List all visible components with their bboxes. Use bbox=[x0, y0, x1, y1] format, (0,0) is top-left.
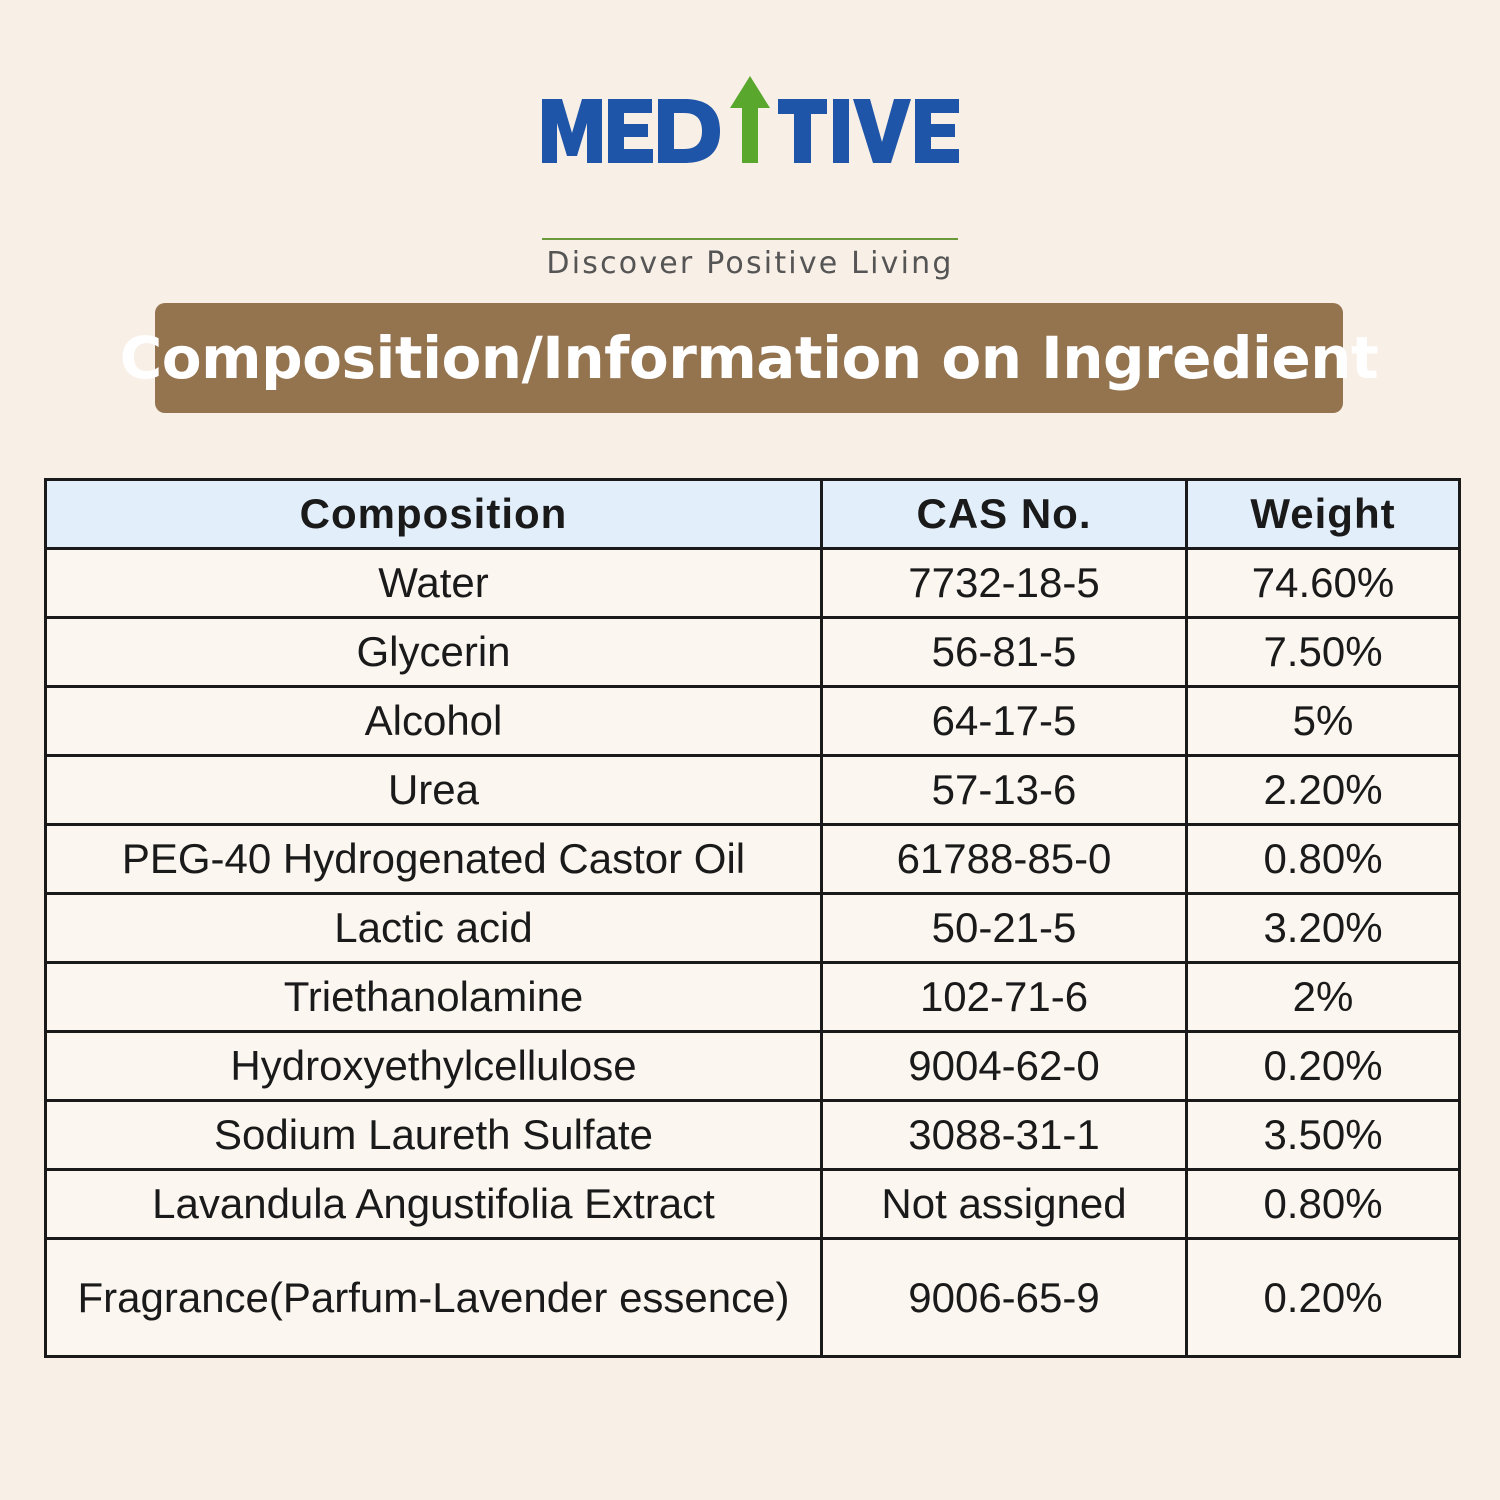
table-row: Urea 57-13-6 2.20% bbox=[44, 754, 1461, 826]
weight-cell: 5% bbox=[1185, 685, 1461, 757]
brand-tagline: Discover Positive Living bbox=[546, 246, 954, 281]
weight-cell: 7.50% bbox=[1185, 616, 1461, 688]
brand-logo: Discover Positive Living bbox=[540, 70, 960, 281]
weight-cell: 74.60% bbox=[1185, 547, 1461, 619]
weight-cell: 2% bbox=[1185, 961, 1461, 1033]
cas-cell: 56-81-5 bbox=[820, 616, 1188, 688]
composition-cell: PEG-40 Hydrogenated Castor Oil bbox=[44, 823, 823, 895]
weight-cell: 3.50% bbox=[1185, 1099, 1461, 1171]
cas-cell: 3088-31-1 bbox=[820, 1099, 1188, 1171]
column-header-weight: Weight bbox=[1185, 478, 1461, 550]
cas-cell: 9006-65-9 bbox=[820, 1237, 1188, 1358]
table-row: Sodium Laureth Sulfate 3088-31-1 3.50% bbox=[44, 1099, 1461, 1171]
table-header-row: Composition CAS No. Weight bbox=[44, 478, 1461, 550]
cas-cell: 61788-85-0 bbox=[820, 823, 1188, 895]
composition-cell: Water bbox=[44, 547, 823, 619]
title-banner: Composition/Information on Ingredient bbox=[120, 303, 1379, 413]
cas-cell: 64-17-5 bbox=[820, 685, 1188, 757]
composition-cell: Triethanolamine bbox=[44, 961, 823, 1033]
cas-cell: 50-21-5 bbox=[820, 892, 1188, 964]
column-header-composition: Composition bbox=[44, 478, 823, 550]
logo-divider bbox=[542, 238, 958, 240]
weight-cell: 0.20% bbox=[1185, 1030, 1461, 1102]
composition-cell: Fragrance(Parfum-Lavender essence) bbox=[44, 1237, 823, 1358]
weight-cell: 3.20% bbox=[1185, 892, 1461, 964]
composition-cell: Glycerin bbox=[44, 616, 823, 688]
table-row: PEG-40 Hydrogenated Castor Oil 61788-85-… bbox=[44, 823, 1461, 895]
table-row: Lavandula Angustifolia Extract Not assig… bbox=[44, 1168, 1461, 1240]
composition-cell: Lavandula Angustifolia Extract bbox=[44, 1168, 823, 1240]
composition-cell: Urea bbox=[44, 754, 823, 826]
cas-cell: 102-71-6 bbox=[820, 961, 1188, 1033]
cas-cell: Not assigned bbox=[820, 1168, 1188, 1240]
ingredients-table-container: Composition CAS No. Weight Water 7732-18… bbox=[44, 478, 1461, 1358]
cas-cell: 7732-18-5 bbox=[820, 547, 1188, 619]
meditive-wordmark bbox=[542, 76, 959, 163]
up-arrow-icon bbox=[730, 76, 770, 163]
weight-cell: 0.80% bbox=[1185, 1168, 1461, 1240]
cas-cell: 57-13-6 bbox=[820, 754, 1188, 826]
composition-cell: Hydroxyethylcellulose bbox=[44, 1030, 823, 1102]
table-row: Hydroxyethylcellulose 9004-62-0 0.20% bbox=[44, 1030, 1461, 1102]
table-row: Glycerin 56-81-5 7.50% bbox=[44, 616, 1461, 688]
page-title: Composition/Information on Ingredient bbox=[119, 324, 1379, 392]
column-header-cas-no: CAS No. bbox=[820, 478, 1188, 550]
table-row: Alcohol 64-17-5 5% bbox=[44, 685, 1461, 757]
table-row: Lactic acid 50-21-5 3.20% bbox=[44, 892, 1461, 964]
weight-cell: 0.80% bbox=[1185, 823, 1461, 895]
ingredients-table: Composition CAS No. Weight Water 7732-18… bbox=[44, 478, 1461, 1358]
composition-cell: Alcohol bbox=[44, 685, 823, 757]
weight-cell: 0.20% bbox=[1185, 1237, 1461, 1358]
cas-cell: 9004-62-0 bbox=[820, 1030, 1188, 1102]
composition-cell: Lactic acid bbox=[44, 892, 823, 964]
weight-cell: 2.20% bbox=[1185, 754, 1461, 826]
table-row: Fragrance(Parfum-Lavender essence) 9006-… bbox=[44, 1237, 1461, 1358]
table-row: Water 7732-18-5 74.60% bbox=[44, 547, 1461, 619]
table-row: Triethanolamine 102-71-6 2% bbox=[44, 961, 1461, 1033]
composition-cell: Sodium Laureth Sulfate bbox=[44, 1099, 823, 1171]
